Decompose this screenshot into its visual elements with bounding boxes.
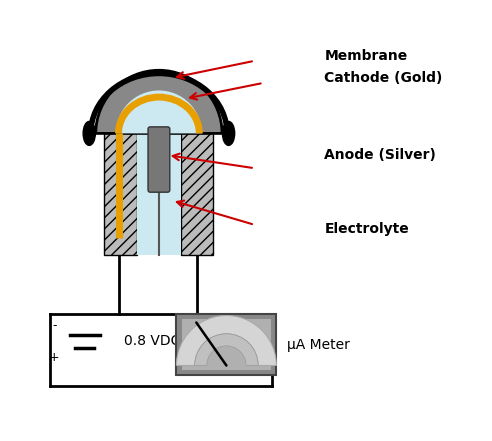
Text: Anode (Silver): Anode (Silver): [324, 148, 436, 162]
Bar: [137, 129, 181, 255]
Text: -: -: [52, 319, 57, 332]
Wedge shape: [195, 334, 258, 366]
Wedge shape: [116, 90, 202, 134]
Wedge shape: [177, 315, 277, 366]
Text: Electrolyte: Electrolyte: [324, 221, 409, 235]
Text: 0.8 VDC: 0.8 VDC: [124, 334, 181, 348]
Text: μA Meter: μA Meter: [287, 338, 350, 351]
Text: +: +: [49, 351, 60, 364]
FancyBboxPatch shape: [148, 127, 170, 192]
Text: Membrane: Membrane: [324, 49, 408, 64]
Text: Cathode (Gold): Cathode (Gold): [324, 71, 443, 85]
Ellipse shape: [83, 121, 95, 146]
Bar: [104, 134, 137, 255]
Bar: [182, 319, 271, 370]
Ellipse shape: [222, 121, 235, 146]
Bar: [176, 314, 277, 375]
Bar: [181, 134, 214, 255]
Wedge shape: [96, 70, 222, 134]
